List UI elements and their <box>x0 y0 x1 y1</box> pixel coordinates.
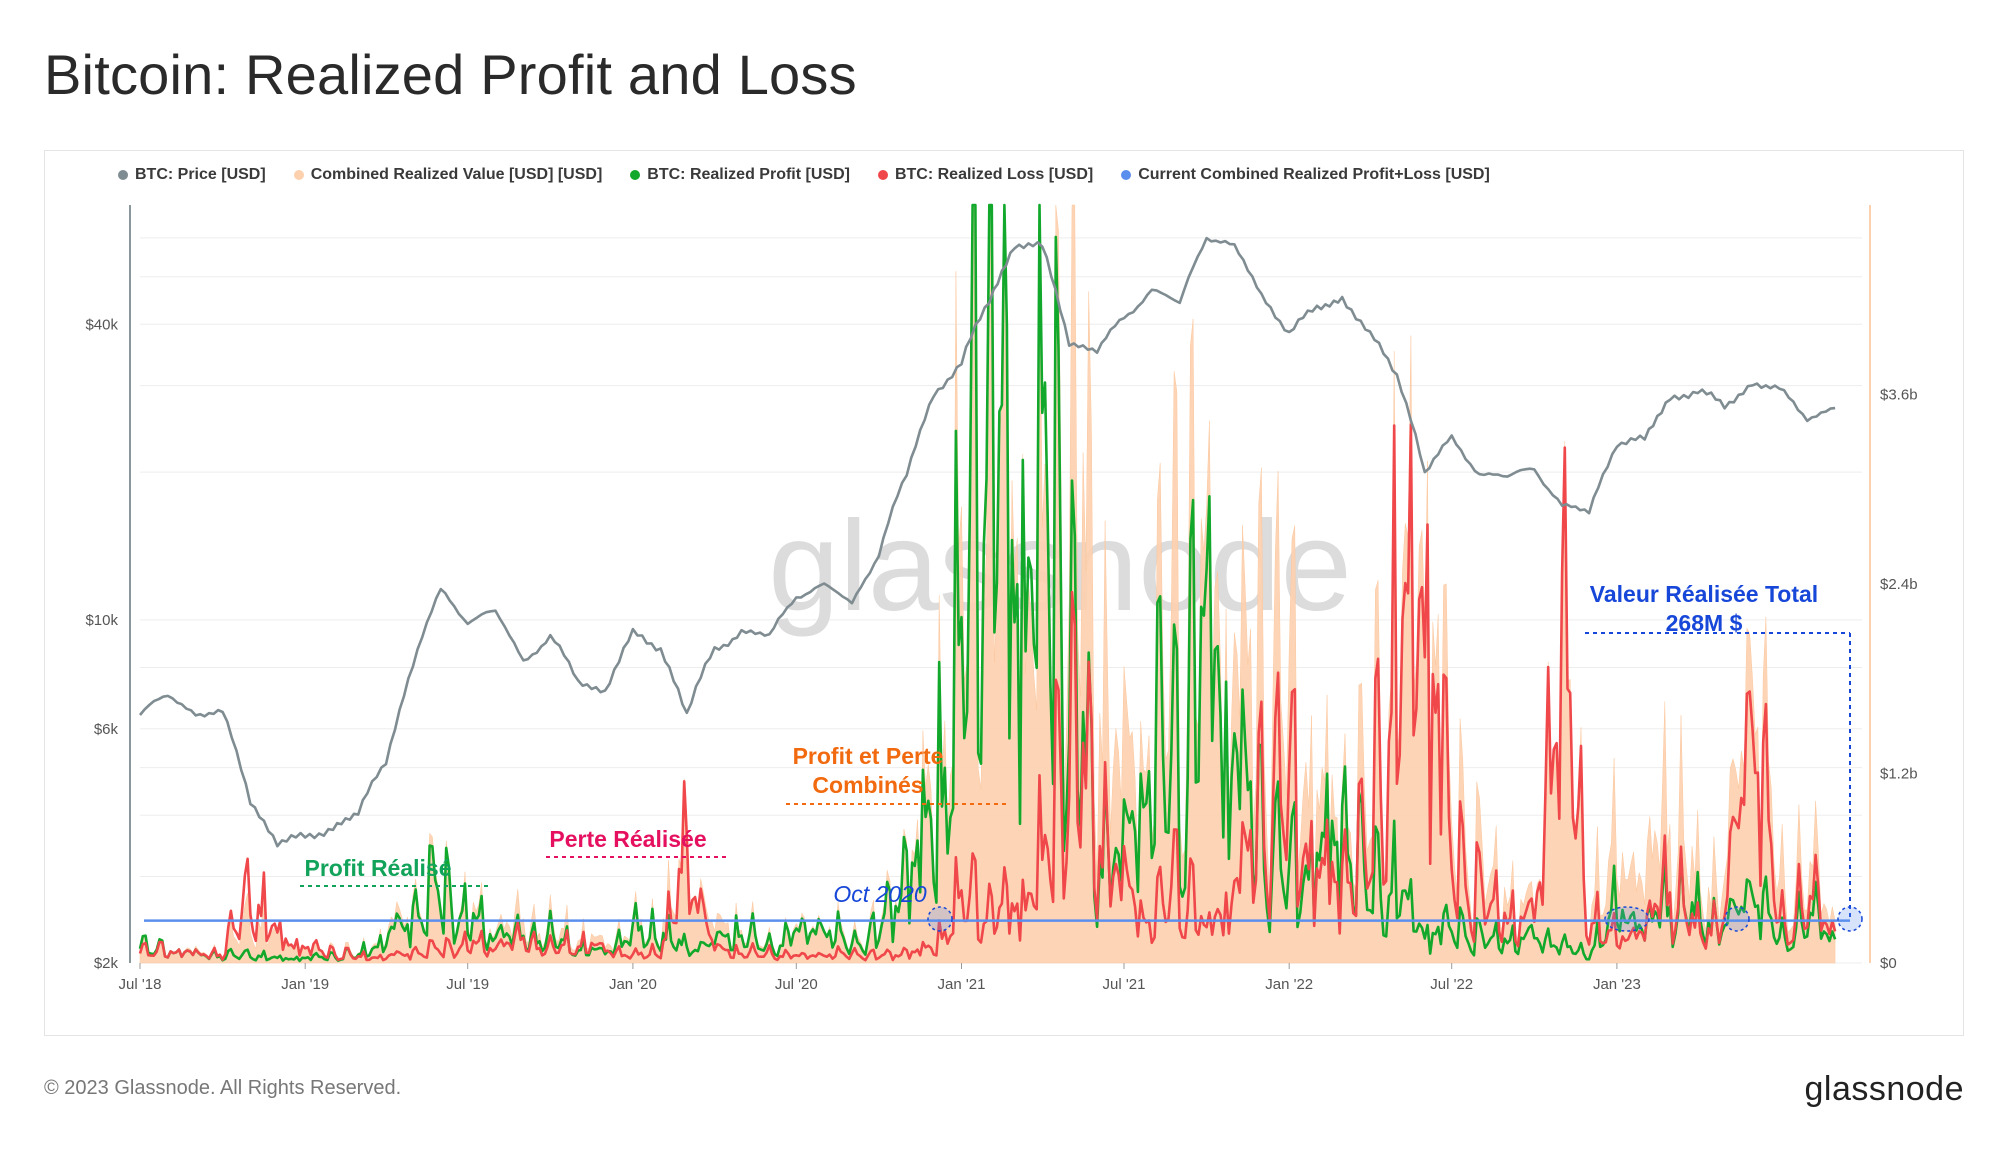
series-layer <box>138 203 1850 964</box>
legend-marker-price <box>118 170 128 180</box>
left-tick-label: $2k <box>94 955 119 972</box>
x-tick-label: Jul '21 <box>1103 976 1146 993</box>
legend-marker-loss <box>877 170 888 180</box>
annotations: Profit Réalisé Perte Réalisée Profit et … <box>300 581 1863 932</box>
right-tick-label: $2.4b <box>1880 576 1918 593</box>
right-tick-label: $0 <box>1880 955 1897 972</box>
right-tick-label: $3.6b <box>1880 387 1918 404</box>
series-price-line <box>138 236 1836 848</box>
copyright: © 2023 Glassnode. All Rights Reserved. <box>44 1077 402 1099</box>
annotation-circle-current <box>1837 906 1863 932</box>
x-tick-label: Jan '21 <box>938 976 986 993</box>
legend-item-current[interactable]: Current Combined Realized Profit+Loss [U… <box>1121 166 1490 184</box>
x-tick-label: Jan '22 <box>1265 976 1313 993</box>
right-tick-label: $1.2b <box>1880 766 1918 783</box>
page-title: Bitcoin: Realized Profit and Loss <box>44 43 857 106</box>
annotation-oct-2020: Oct 2020 <box>833 881 927 907</box>
legend-marker-current <box>1121 170 1132 180</box>
chart-legend: BTC: Price [USD] Combined Realized Value… <box>118 166 1490 184</box>
annotation-total-line1: Valeur Réalisée Total <box>1590 581 1818 607</box>
chart-frame <box>44 150 1964 1036</box>
axes: $2k $6k $10k $40k $0 $1.2b $2.4b $3.6b Jul '18 Ja… <box>85 205 1918 993</box>
annotation-combined-line2: Combinés <box>812 772 923 798</box>
x-tick-label: Jul '22 <box>1430 976 1473 993</box>
series-realized-profit-line <box>138 203 1837 963</box>
annotation-combined-line1: Profit et Perte <box>793 743 944 769</box>
annotation-circle-nov22 <box>1604 906 1650 932</box>
legend-item-combined[interactable]: Combined Realized Value [USD] [USD] <box>293 166 603 184</box>
series-realized-loss-line <box>138 423 1837 962</box>
legend-label-current: Current Combined Realized Profit+Loss [U… <box>1138 166 1490 183</box>
legend-marker-profit <box>630 170 641 180</box>
annotation-profit: Profit Réalisé <box>305 855 452 881</box>
x-tick-label: Jan '19 <box>281 976 329 993</box>
x-tick-label: Jul '19 <box>446 976 489 993</box>
annotation-total-line2: 268M $ <box>1666 610 1743 636</box>
legend-marker-combined <box>293 170 304 180</box>
annotation-loss: Perte Réalisée <box>549 826 706 852</box>
legend-item-price[interactable]: BTC: Price [USD] <box>118 166 266 184</box>
left-tick-label: $40k <box>85 316 118 333</box>
legend-label-profit: BTC: Realized Profit [USD] <box>647 166 850 183</box>
x-tick-label: Jan '20 <box>609 976 657 993</box>
glassnode-logo: glassnode <box>1804 1070 1964 1108</box>
legend-item-loss[interactable]: BTC: Realized Loss [USD] <box>877 166 1094 184</box>
legend-item-profit[interactable]: BTC: Realized Profit [USD] <box>630 166 850 184</box>
left-tick-label: $6k <box>94 721 119 738</box>
x-tick-label: Jul '18 <box>119 976 162 993</box>
legend-label-loss: BTC: Realized Loss [USD] <box>894 166 1094 183</box>
legend-label-price: BTC: Price [USD] <box>135 166 266 183</box>
left-tick-label: $10k <box>85 612 118 629</box>
x-tick-label: Jan '23 <box>1593 976 1641 993</box>
legend-label-combined: Combined Realized Value [USD] [USD] <box>310 166 603 183</box>
annotation-circle-oct <box>927 906 953 932</box>
annotation-circle-jun23 <box>1724 906 1750 932</box>
x-tick-label: Jul '20 <box>775 976 818 993</box>
